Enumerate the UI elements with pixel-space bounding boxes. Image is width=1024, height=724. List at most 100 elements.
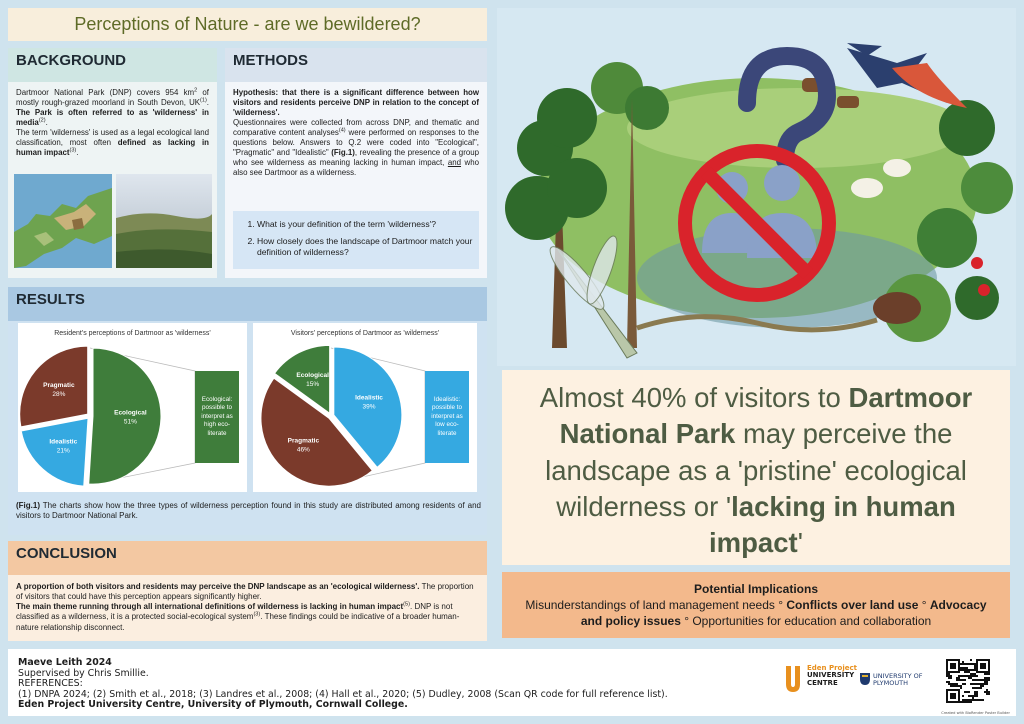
question: What is your definition of the term 'wil… (257, 219, 473, 230)
qr-cell (986, 673, 988, 675)
qr-cell (966, 699, 968, 701)
qr-cell (976, 693, 978, 695)
qr-cell (958, 685, 960, 687)
question-list: What is your definition of the term 'wil… (239, 219, 473, 259)
qr-cell (980, 685, 982, 687)
author: Maeve Leith 2024 (18, 657, 112, 668)
logo-text: PLYMOUTH (873, 678, 908, 687)
qr-cell (960, 687, 962, 689)
qr-cell (978, 683, 980, 685)
text-run: A proportion of both visitors and reside… (16, 582, 420, 591)
logo-crest (860, 673, 870, 685)
conclusion-panel: CONCLUSION A proportion of both visitors… (8, 541, 487, 641)
qr-cell (974, 679, 976, 681)
qr-cell (960, 667, 962, 669)
text-run: ' (797, 527, 803, 559)
qr-cell (986, 691, 988, 693)
qr-cell (988, 691, 990, 693)
qr-cell (970, 659, 972, 661)
qr-cell (986, 689, 988, 691)
qr-cell (986, 693, 988, 695)
qr-cell (962, 679, 964, 681)
slice-label: Ecological (296, 372, 329, 379)
qr-cell (974, 663, 976, 665)
logo-text: CENTRE (807, 678, 838, 687)
qr-cell (968, 669, 970, 671)
callout-text: Ecological: possible to interpret as hig… (195, 371, 239, 463)
paragraph: Hypothesis: that there is a significant … (233, 88, 479, 118)
qr-cell (958, 675, 960, 677)
qr-cell (970, 695, 972, 697)
qr-cell (972, 675, 974, 677)
text-run: Dartmoor National Park (559, 382, 973, 450)
qr-cell (966, 663, 968, 665)
qr-cell (968, 675, 970, 677)
qr-cell (962, 667, 964, 669)
qr-cell (986, 677, 988, 679)
supervisor: Supervised by Chris Smillie. (18, 667, 149, 679)
text-run: The main theme running through all inter… (16, 602, 404, 612)
qr-cell (960, 669, 962, 671)
chart-title: Resident's perceptions of Dartmoor as 'w… (54, 330, 211, 337)
qr-cell (984, 677, 986, 679)
qr-cell (988, 677, 990, 679)
qr-cell (962, 699, 964, 701)
paragraph: The main theme running through all inter… (16, 602, 479, 632)
qr-cell (964, 701, 966, 703)
qr-cell (962, 701, 964, 703)
qr-cell (970, 699, 972, 701)
qr-cell (974, 699, 976, 701)
pie-slice (273, 344, 331, 415)
references: (1) DNPA 2024; (2) Smith et al., 2018; (… (18, 688, 668, 700)
qr-cell (962, 661, 964, 663)
logo-plymouth: UNIVERSITY OF PLYMOUTH (873, 673, 923, 687)
logo-text: UNIVERSITY OF (873, 672, 923, 680)
qr-cell (962, 663, 964, 665)
qr-cell (970, 669, 972, 671)
qr-cell (970, 677, 972, 679)
background-text: Dartmoor National Park (DNP) covers 954 … (8, 82, 217, 158)
slice-label: Idealistic (355, 394, 383, 401)
qr-cell (986, 679, 988, 681)
qr-cell (980, 683, 982, 685)
qr-cell (978, 679, 980, 681)
slice-value: 21% (57, 447, 70, 454)
slice-label: Ecological (114, 409, 147, 416)
implications-text: Misunderstandings of land management nee… (514, 597, 998, 629)
qr-cell (974, 691, 976, 693)
qr-cell (978, 687, 980, 689)
qr-cell (972, 673, 974, 675)
qr-cell (948, 675, 950, 677)
text-run: . (76, 148, 79, 158)
qr-cell (968, 699, 970, 701)
text-run: of mostly rough-grazed moorland in South… (16, 88, 209, 108)
chart-card: Visitors' perceptions of Dartmoor as 'wi… (253, 323, 477, 492)
qr-cell (984, 681, 986, 683)
qr-cell (988, 679, 990, 681)
qr-cell (970, 663, 972, 665)
pie-slice (260, 377, 373, 487)
qr-cell (980, 699, 982, 701)
qr-cell (956, 679, 958, 681)
qr-cell (984, 679, 986, 681)
qr-cell (948, 673, 950, 675)
qr-cell (966, 667, 968, 669)
qr-cell (964, 683, 966, 685)
qr-cell (964, 671, 966, 673)
references-heading: REFERENCES: (18, 678, 83, 690)
qr-cell (956, 677, 958, 679)
qr-cell (984, 673, 986, 675)
qr-cell (974, 665, 976, 667)
implications-title: Potential Implications (693, 582, 819, 596)
qr-cell (986, 683, 988, 685)
text-run: (3) (253, 611, 261, 618)
text-run: The term 'wilderness' is used as a legal… (16, 128, 209, 148)
text-run: Misunderstandings of land management nee… (525, 598, 787, 613)
section-heading: RESULTS (8, 287, 487, 321)
text-run: (2) (38, 117, 46, 124)
qr-cell (972, 669, 974, 671)
qr-cell (984, 691, 986, 693)
qr-cell (972, 687, 974, 689)
paragraph: The term 'wilderness' is used as a legal… (16, 128, 209, 158)
